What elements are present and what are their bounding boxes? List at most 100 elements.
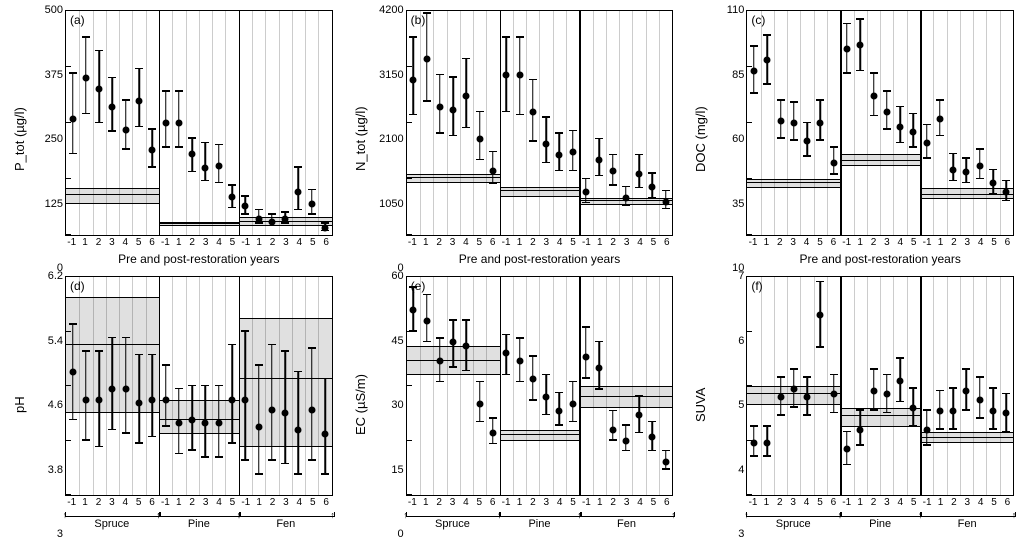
reference-band (840, 408, 920, 427)
data-point (96, 86, 103, 93)
xlabel: Pre and post-restoration years (746, 252, 1014, 268)
data-point (529, 375, 536, 382)
data-point (649, 184, 656, 191)
data-point (82, 396, 89, 403)
data-point (870, 388, 877, 395)
data-point (69, 115, 76, 122)
data-point (268, 406, 275, 413)
plot-area: (f) (746, 276, 1014, 496)
data-point (543, 141, 550, 148)
data-point (609, 168, 616, 175)
data-point (936, 407, 943, 414)
data-point (175, 120, 182, 127)
data-point (189, 151, 196, 158)
data-point (529, 109, 536, 116)
data-point (202, 164, 209, 171)
data-point (910, 128, 917, 135)
data-point (569, 149, 576, 156)
data-point (463, 343, 470, 350)
data-point (897, 377, 904, 384)
data-point (857, 41, 864, 48)
data-point (883, 108, 890, 115)
data-point (268, 218, 275, 225)
data-point (804, 393, 811, 400)
data-point (136, 97, 143, 104)
data-point (109, 386, 116, 393)
data-point (556, 408, 563, 415)
data-point (817, 120, 824, 127)
data-point (976, 162, 983, 169)
data-point (950, 407, 957, 414)
ylabel: N_tot (µg/l) (351, 10, 370, 268)
data-point (963, 388, 970, 395)
ylabel: P_tot (µg/l) (10, 10, 29, 268)
data-point (897, 124, 904, 131)
data-point (69, 369, 76, 376)
data-point (636, 412, 643, 419)
data-point (450, 106, 457, 113)
data-point (582, 189, 589, 196)
data-point (830, 160, 837, 167)
data-point (950, 167, 957, 174)
reference-band (920, 432, 1013, 443)
data-point (423, 56, 430, 63)
ylabel: EC (µS/m) (351, 276, 370, 534)
data-point (322, 430, 329, 437)
data-point (308, 406, 315, 413)
panel-c: DOC (mg/l)(c)10356085110-1123456-112345-… (691, 10, 1014, 268)
data-point (843, 445, 850, 452)
data-point (229, 193, 236, 200)
data-point (596, 364, 603, 371)
xlabel: Pre and post-restoration years (406, 252, 674, 268)
data-point (476, 401, 483, 408)
data-point (410, 306, 417, 313)
ylabel: DOC (mg/l) (691, 10, 710, 268)
data-point (936, 115, 943, 122)
data-point (255, 423, 262, 430)
data-point (476, 136, 483, 143)
xaxis: -1123456-112345-1123456 (746, 236, 1014, 252)
data-point (516, 357, 523, 364)
data-point (215, 162, 222, 169)
data-point (503, 350, 510, 357)
panel-tag: (a) (70, 13, 85, 27)
data-point (636, 170, 643, 177)
data-point (503, 72, 510, 79)
panel-tag: (c) (751, 13, 765, 27)
data-point (215, 420, 222, 427)
data-point (870, 93, 877, 100)
data-point (543, 393, 550, 400)
plot-area: (a) (65, 10, 333, 236)
data-point (830, 391, 837, 398)
data-point (662, 198, 669, 205)
group-labels: ↑↑Spruce↑↑Pine↑↑Fen (746, 512, 1014, 534)
xaxis: -1123456-112345-1123456 (406, 496, 674, 512)
data-point (295, 427, 302, 434)
data-point (923, 426, 930, 433)
data-point (450, 339, 457, 346)
data-point (764, 57, 771, 64)
data-point (109, 104, 116, 111)
panel-tag: (d) (70, 279, 85, 293)
data-point (162, 396, 169, 403)
data-point (963, 169, 970, 176)
data-point (596, 157, 603, 164)
data-point (229, 396, 236, 403)
data-point (582, 353, 589, 360)
data-point (322, 225, 329, 232)
reference-band (66, 188, 159, 204)
panel-tag: (f) (751, 279, 762, 293)
panel-b: N_tot (µg/l)(b)01050210031504200-1123456… (351, 10, 674, 268)
panel-tag: (e) (411, 279, 426, 293)
xaxis: -1123456-112345-1123456 (65, 236, 333, 252)
data-point (1003, 410, 1010, 417)
data-point (516, 72, 523, 79)
data-point (990, 180, 997, 187)
data-point (295, 189, 302, 196)
data-point (242, 396, 249, 403)
data-point (242, 202, 249, 209)
data-point (122, 386, 129, 393)
data-point (162, 120, 169, 127)
data-point (817, 312, 824, 319)
reference-band (579, 386, 672, 408)
